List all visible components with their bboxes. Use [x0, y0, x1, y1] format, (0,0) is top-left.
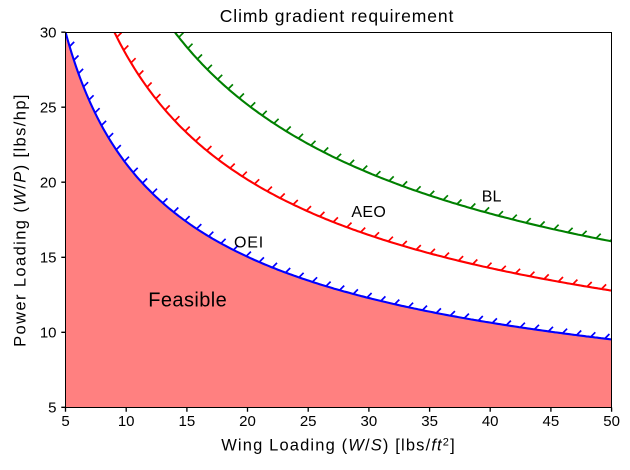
svg-text:20: 20	[239, 413, 256, 430]
svg-text:BL: BL	[482, 189, 502, 206]
svg-text:10: 10	[40, 325, 57, 342]
svg-text:35: 35	[421, 413, 438, 430]
svg-text:15: 15	[40, 250, 57, 267]
svg-text:45: 45	[543, 413, 560, 430]
svg-text:5: 5	[61, 413, 69, 430]
svg-text:10: 10	[118, 413, 135, 430]
svg-text:15: 15	[179, 413, 196, 430]
svg-text:AEO: AEO	[351, 204, 386, 221]
svg-text:30: 30	[40, 25, 57, 42]
svg-text:Feasible: Feasible	[148, 289, 227, 311]
svg-text:30: 30	[361, 413, 378, 430]
svg-text:Power Loading (W/P) [lbs/hp]: Power Loading (W/P) [lbs/hp]	[12, 93, 30, 347]
svg-text:40: 40	[482, 413, 499, 430]
svg-text:OEI: OEI	[234, 234, 264, 251]
svg-text:25: 25	[300, 413, 317, 430]
svg-text:Wing Loading (W/S) [lbs/ft2]: Wing Loading (W/S) [lbs/ft2]	[221, 437, 456, 455]
svg-text:20: 20	[40, 175, 57, 192]
svg-text:50: 50	[603, 413, 620, 430]
svg-text:25: 25	[40, 100, 57, 117]
svg-text:5: 5	[48, 400, 56, 417]
svg-text:Climb gradient requirement: Climb gradient requirement	[220, 6, 454, 26]
